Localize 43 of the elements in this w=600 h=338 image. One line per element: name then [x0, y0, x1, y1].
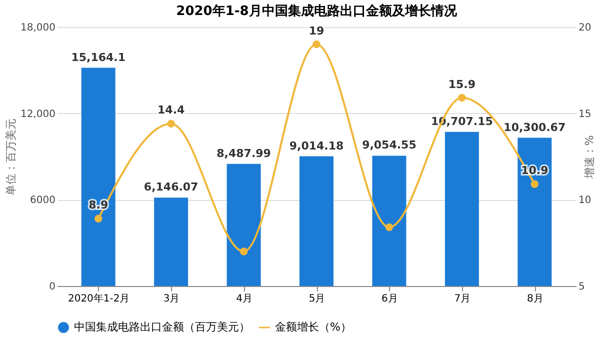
bar	[226, 164, 261, 286]
point	[240, 248, 248, 256]
y2-tick-label: 5	[578, 282, 585, 292]
y2-tick-label: 20	[578, 22, 592, 34]
point	[530, 180, 539, 188]
x-tick-label: 4月	[236, 294, 252, 304]
x-tick-label: 2020年1-2月	[68, 292, 130, 304]
point	[385, 223, 394, 232]
data-label: 9,014.18	[289, 139, 344, 152]
chart-title: 2020年1-8月中国集成电路出口金额及增长情况	[176, 3, 458, 19]
bar	[154, 198, 188, 286]
x-tick-label: 7月	[454, 294, 471, 304]
y2-axis-title: 增速：%	[583, 135, 596, 180]
y-tick-label: 12,000	[20, 108, 56, 120]
bar	[372, 156, 406, 286]
y-tick-label: 6000	[30, 195, 56, 206]
bar	[444, 132, 479, 286]
data-label: 10,300.67	[504, 120, 566, 134]
y2-tick-label: 15	[578, 108, 592, 120]
data-label: 6,146.07	[144, 180, 198, 194]
x-tick-label: 6月	[382, 294, 398, 304]
x-tick-label: 5月	[308, 294, 326, 304]
bar	[81, 68, 116, 286]
data-label: 9,054.55	[362, 138, 416, 152]
point	[312, 40, 320, 48]
data-label: 19	[308, 24, 324, 38]
data-label: 15.9	[448, 78, 476, 91]
data-label: 14.4	[158, 104, 185, 117]
legend-label: 中国集成电路出口金额（百万美元）	[74, 320, 250, 334]
y-tick-label: 0	[49, 282, 56, 292]
y-tick-label: 18,000	[20, 22, 56, 34]
bar	[518, 138, 552, 286]
bar	[300, 156, 334, 286]
point	[458, 94, 466, 102]
data-label: 15,164.1	[71, 50, 126, 64]
y-axis-title: 单位：百万美元	[4, 118, 18, 196]
y2-tick-label: 10	[578, 195, 592, 206]
x-tick-label: 8月	[526, 294, 544, 304]
point	[94, 214, 102, 223]
x-tick-label: 3月	[163, 294, 180, 304]
point	[167, 120, 175, 128]
data-label: 8,487.99	[216, 146, 271, 160]
legend-label: 金额增长（%）	[275, 320, 352, 334]
